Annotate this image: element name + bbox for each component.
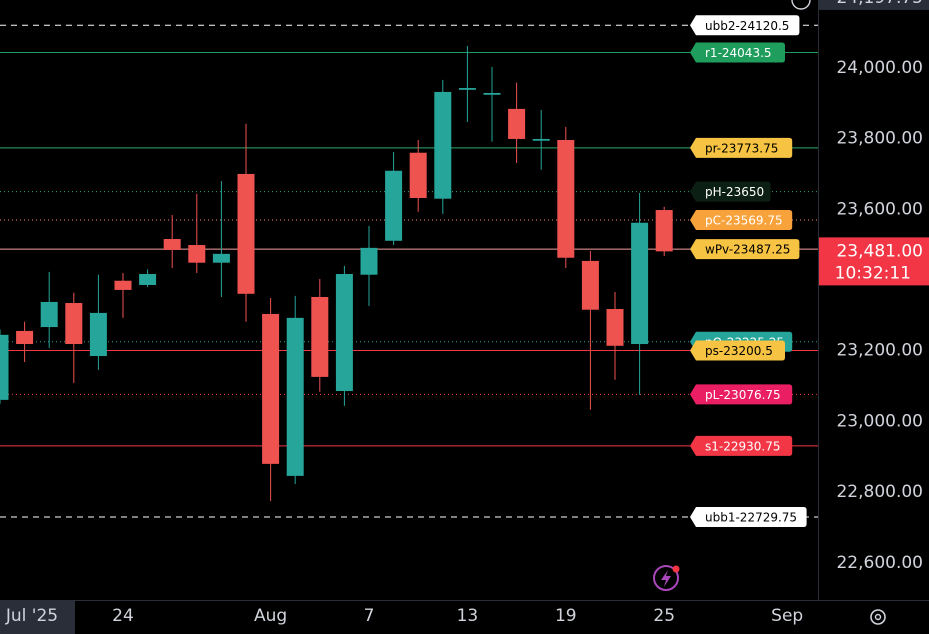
candle-body	[65, 303, 83, 345]
countdown-label: 10:32:11	[835, 263, 911, 283]
candle-body	[163, 239, 181, 250]
candle-body	[0, 334, 9, 400]
y-tick-label: 23,600.00	[836, 199, 923, 219]
candle-body	[114, 280, 132, 290]
candle-body	[286, 317, 304, 476]
x-tick-label: Jul '25	[5, 606, 58, 626]
level-tag-label: r1-24043.5	[705, 46, 772, 60]
y-tick-label: 23,200.00	[836, 341, 923, 361]
x-tick-label: 13	[457, 606, 479, 626]
level-tag	[690, 210, 793, 231]
candle-body	[40, 301, 58, 328]
lightning-bolt	[661, 570, 671, 587]
candle-body	[188, 245, 206, 263]
level-tag	[690, 435, 793, 456]
candle-body	[557, 140, 575, 258]
level-tag-label: pC-23569.75	[705, 214, 783, 228]
level-tag-label: wPv-23487.25	[705, 243, 790, 257]
level-tag	[690, 137, 793, 158]
candle-body	[139, 274, 157, 285]
settings-icon-core	[874, 613, 882, 621]
lightning-icon[interactable]	[653, 565, 679, 591]
candle-body	[483, 92, 501, 95]
x-tick-label: Aug	[254, 606, 287, 626]
level-tag	[690, 384, 793, 405]
candle-body	[655, 210, 673, 252]
level-tag-label: pH-23650	[705, 185, 764, 199]
level-tag-label: ps-23200.5	[705, 344, 773, 358]
level-tag	[690, 340, 785, 361]
plot: 22,600.00 22,800.00 23,000.00 23,200.00 23,6…	[0, 15, 923, 634]
level-tag	[690, 181, 771, 202]
level-tag	[690, 239, 800, 260]
candle-body	[360, 247, 378, 275]
candle-body	[606, 309, 624, 346]
x-tick-label: 7	[364, 606, 375, 626]
level-tag	[690, 507, 807, 528]
candle-body	[89, 312, 107, 357]
y-tick-label: 22,600.00	[836, 553, 923, 573]
level-tag	[690, 15, 800, 36]
level-tag	[690, 42, 785, 63]
candle-body	[335, 274, 353, 392]
candle-body	[16, 330, 34, 345]
top-price-label: 24,197.75	[836, 0, 923, 8]
x-label-box	[0, 601, 75, 634]
y-tick-label: 22,800.00	[836, 482, 923, 502]
level-tag-label: pL-23076.75	[705, 388, 781, 402]
level-tag-label: ubb2-24120.5	[705, 19, 789, 33]
y-tick-label: 23,800.00	[836, 129, 923, 149]
level-tag-label: pr-23773.75	[705, 141, 778, 155]
y-tick-label: 24,000.00	[836, 58, 923, 78]
candle-body	[434, 91, 452, 199]
last-price-label: 23,481.00	[836, 241, 923, 261]
candle-body	[409, 152, 427, 198]
top-price-box	[819, 0, 929, 10]
x-tick-label: 25	[653, 606, 675, 626]
x-tick-label: Sep	[771, 606, 803, 626]
candle-body	[385, 170, 403, 241]
last-price-box	[819, 237, 929, 286]
candle-body	[532, 138, 550, 141]
notification-dot	[672, 565, 680, 573]
candle-body	[311, 296, 329, 377]
candle-body	[458, 88, 476, 90]
candle-body	[581, 260, 599, 310]
settings-icon[interactable]	[870, 609, 886, 625]
level-tag-label: ubb1-22729.75	[705, 511, 797, 525]
candle-body	[212, 253, 230, 263]
x-tick-label: 24	[112, 606, 134, 626]
candle-body	[262, 313, 280, 464]
y-tick-label: 23,000.00	[836, 411, 923, 431]
candle-body	[237, 173, 255, 294]
add-icon[interactable]	[791, 0, 811, 10]
candle-body	[508, 108, 526, 139]
x-tick-label: 19	[555, 606, 577, 626]
candle-body	[631, 222, 649, 345]
level-tag-label: s1-22930.75	[705, 439, 780, 453]
